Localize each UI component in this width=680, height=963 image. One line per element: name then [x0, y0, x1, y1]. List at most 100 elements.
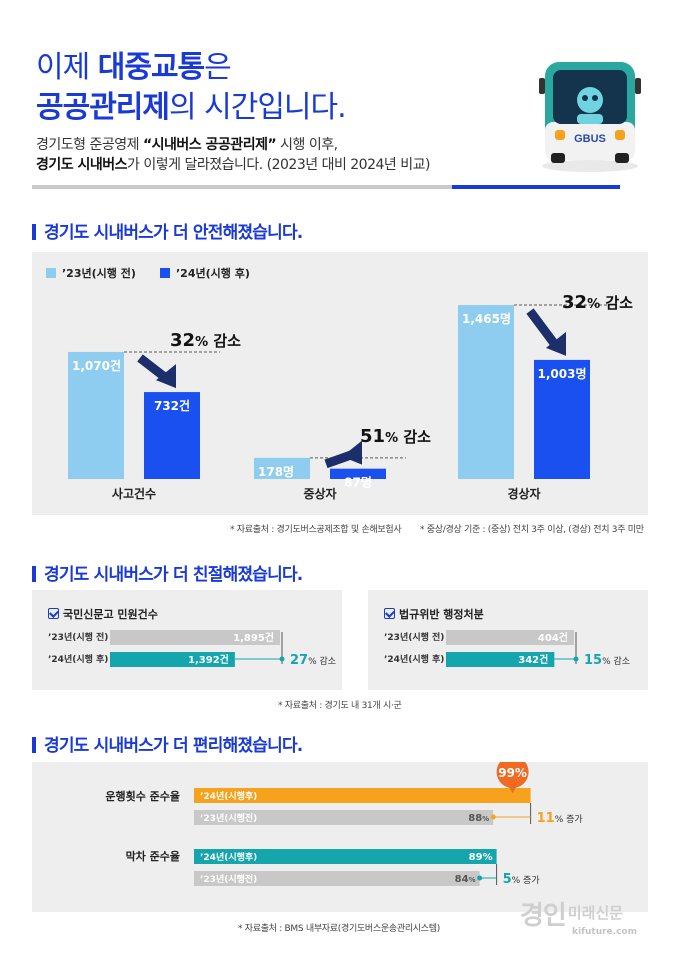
change-dot [573, 656, 579, 662]
decrease-arrow-shaft [526, 308, 560, 349]
section-title-kindness: 경기도 시내버스가 더 친절해졌습니다. [32, 560, 303, 585]
title-emphasis: 공공관리제 [36, 90, 170, 125]
bar-value-label-after: 732건 [154, 398, 190, 413]
bar-after [110, 652, 235, 667]
logo-side: 미래신문 [567, 904, 624, 922]
violations-title-text: 법규위반 행정처분 [399, 608, 484, 621]
category-label: 사고건수 [112, 486, 156, 501]
decrease-arrow-head [546, 331, 566, 356]
legend-swatch-before [46, 268, 56, 278]
decrease-arrow-shaft [137, 354, 169, 382]
row-label: ’24년(시행 후) [384, 653, 444, 665]
bus-headlight-right [615, 130, 625, 140]
change-label: 15% 감소 [584, 653, 630, 668]
section-marker [32, 224, 36, 240]
bar-before [68, 351, 124, 479]
bar-value-label-before: 1,465명 [462, 312, 511, 326]
bus-driver-body [577, 114, 603, 124]
bus-driver-eye [582, 95, 588, 101]
bar-value-label: 89% [469, 852, 493, 863]
checkbox-icon [48, 608, 59, 619]
category-label: 중상자 [303, 486, 336, 501]
bar-before [110, 630, 280, 645]
bar-value-label: 404건 [538, 631, 568, 644]
group-label: 운행횟수 준수율 [105, 789, 180, 803]
row-label: ’23년(시행 전) [384, 631, 444, 643]
bar-value-label: 84% [455, 874, 476, 885]
punctuality-bar-chart: 운행횟수 준수율 ’24년(시행후) ’23년(시행전) 88% 11% 증가 99% 막차… [105, 756, 583, 887]
change-label: 27% 감소 [290, 653, 336, 668]
change-dot [477, 875, 483, 881]
subtitle-text: 경기도형 준공영제 [36, 137, 143, 153]
title-text: 은 [204, 50, 232, 85]
title-text: 이제 [36, 50, 98, 85]
title-emphasis: 대중교통 [97, 50, 205, 85]
bar-value-label-before: 178명 [258, 465, 294, 479]
convenience-source-note: * 자료출처 : BMS 내부자료(경기도버스운송관리시스템) [238, 924, 440, 934]
change-dot [490, 814, 496, 820]
bus-driver-eye [592, 95, 598, 101]
highlight-badge [496, 756, 529, 788]
safety-chart-panel: ’23년(시행 전) ’24년(시행 후) 1,070건 732건 32% 감소 사고건수… [32, 252, 648, 515]
bar-value-label-after: 1,003명 [538, 367, 587, 381]
kindness-source-note: * 자료출처 : 경기도 내 31개 시·군 [278, 701, 402, 711]
bar-row-label: ’23년(시행전) [200, 812, 257, 824]
subtitle-emphasis: “시내버스 공공관리제” [142, 137, 277, 153]
bus-headlight-left [555, 130, 565, 140]
legend-label-after: ’24년(시행 후) [176, 266, 250, 280]
category-label: 경상자 [507, 486, 540, 501]
section-marker [32, 566, 36, 582]
bar-before [194, 810, 494, 825]
complaints-title: 국민신문고 민원건수 [48, 606, 158, 622]
bar-after [144, 392, 200, 479]
bar-after [446, 652, 555, 667]
change-dot [279, 656, 285, 662]
section-title-convenience: 경기도 시내버스가 더 편리해졌습니다. [32, 731, 303, 756]
complaints-bar-chart: ’23년(시행 전) 1,895건 ’24년(시행 후) 1,392건 27% 감소 [48, 630, 336, 668]
bar-value-label: 88% [468, 813, 489, 824]
bar-before [446, 630, 574, 645]
subtitle-text: 가 이렇게 달라졌습니다. (2023년 대비 2024년 비교) [127, 157, 430, 173]
complaints-panel: 국민신문고 민원건수 ’23년(시행 전) 1,895건 ’24년(시행 후) 1,3… [32, 590, 342, 690]
subtitle-text: 시행 이후, [276, 137, 338, 153]
violations-title: 법규위반 행정처분 [384, 606, 484, 622]
bar-after [534, 359, 590, 479]
section-title-text: 경기도 시내버스가 [44, 565, 173, 585]
title-text: 의 시간입니다. [169, 90, 347, 125]
header-divider-accent [452, 185, 620, 189]
subtitle-line2: 경기도 시내버스가 이렇게 달라졌습니다. (2023년 대비 2024년 비교… [36, 154, 430, 174]
bar-row-label: ’24년(시행후) [200, 790, 257, 802]
section-title-safety: 경기도 시내버스가 더 안전해졌습니다. [32, 218, 303, 243]
section-title-text: 경기도 시내버스가 [44, 223, 173, 243]
row-label: ’24년(시행 후) [48, 653, 108, 665]
bar-before [194, 871, 480, 886]
punctuality-panel: 운행횟수 준수율 ’24년(시행후) ’23년(시행전) 88% 11% 증가 99% 막차… [32, 756, 648, 912]
violations-bar-chart: ’23년(시행 전) 404건 ’24년(시행 후) 342건 15% 감소 [384, 630, 630, 668]
section-title-accent: 더 안전해졌습니다. [172, 223, 303, 243]
bus-wheel-left [551, 153, 565, 163]
decrease-label: 51% 감소 [360, 426, 431, 447]
bus-illustration: GBUS [539, 62, 641, 172]
legend-label-before: ’23년(시행 전) [62, 266, 136, 280]
bar-value-label: 342건 [518, 653, 548, 666]
bus-mirror-left [539, 78, 545, 94]
violations-panel: 법규위반 행정처분 ’23년(시행 전) 404건 ’24년(시행 후) 342건 15… [368, 590, 648, 690]
highlight-badge-label: 99% [498, 766, 527, 780]
section-title-accent: 더 편리해졌습니다. [172, 736, 303, 756]
bar-value-label: 1,895건 [233, 631, 274, 644]
section-marker [32, 737, 36, 753]
section-title-accent: 더 친절해졌습니다. [172, 565, 303, 585]
logo-url: kifuture.com [572, 927, 637, 937]
bar-before [458, 305, 514, 479]
bus-front-panel [545, 122, 635, 160]
bar-value-label-after: 87명 [344, 476, 372, 490]
header-divider [32, 185, 452, 189]
group-label: 막차 준수율 [126, 849, 180, 863]
bar-after [194, 849, 497, 864]
bar-after [194, 788, 531, 803]
row-label: ’23년(시행 전) [48, 631, 108, 643]
safety-source-note: * 자료출처 : 경기도버스공제조합 및 손해보험사 [230, 525, 402, 535]
legend-swatch-after [160, 268, 170, 278]
newspaper-logo: 경인 미래신문 [520, 895, 623, 932]
bar-value-label-before: 1,070건 [72, 358, 121, 373]
